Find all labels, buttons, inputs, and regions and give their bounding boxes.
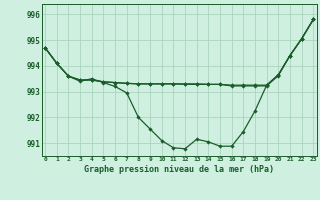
X-axis label: Graphe pression niveau de la mer (hPa): Graphe pression niveau de la mer (hPa): [84, 165, 274, 174]
